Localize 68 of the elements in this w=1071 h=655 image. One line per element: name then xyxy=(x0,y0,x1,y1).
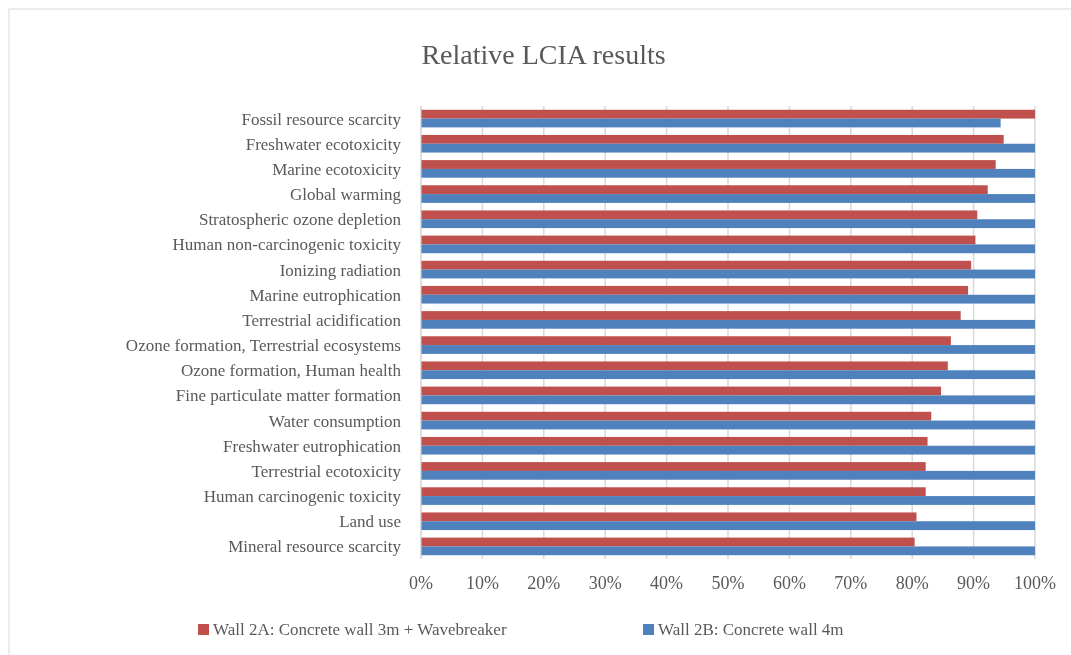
bar xyxy=(421,487,926,497)
y-tick-label: Freshwater eutrophication xyxy=(223,436,402,456)
bar xyxy=(421,361,948,371)
bar xyxy=(421,219,1035,229)
bar xyxy=(421,521,1035,531)
bar xyxy=(421,260,972,270)
y-tick-label: Water consumption xyxy=(268,411,402,431)
bar xyxy=(421,134,1004,144)
y-tick-label: Human carcinogenic toxicity xyxy=(203,487,402,507)
x-tick-label: 70% xyxy=(834,573,868,593)
bar xyxy=(421,345,1035,354)
x-tick-label: 100% xyxy=(1014,573,1056,593)
y-tick-label: Fine particulate matter formation xyxy=(175,386,402,406)
bar xyxy=(421,537,915,547)
bar xyxy=(421,470,1035,480)
y-tick-label: Freshwater ecotoxicity xyxy=(245,134,402,154)
x-tick-label: 90% xyxy=(957,573,991,593)
x-tick-label: 40% xyxy=(650,573,684,593)
bar xyxy=(421,294,1035,304)
y-tick-label: Ozone formation, Human health xyxy=(181,361,402,381)
bar xyxy=(421,185,988,195)
bar xyxy=(421,244,1035,254)
bar xyxy=(421,160,996,169)
x-tick-label: 80% xyxy=(895,573,929,593)
y-tick-label: Terrestrial acidification xyxy=(242,310,402,330)
y-tick-label: Marine eutrophication xyxy=(249,285,402,305)
y-tick-label: Fossil resource scarcity xyxy=(241,109,402,129)
x-tick-label: 10% xyxy=(465,573,499,593)
bar xyxy=(421,546,1035,556)
bar xyxy=(421,395,1035,405)
bar xyxy=(421,319,1035,329)
bar xyxy=(421,143,1035,153)
bar xyxy=(421,109,1035,119)
bar xyxy=(421,168,1035,178)
legend-label: Wall 2A: Concrete wall 3m + Wavebreaker xyxy=(213,620,507,639)
y-tick-label: Mineral resource scarcity xyxy=(228,537,402,557)
bar xyxy=(421,235,976,245)
legend-label: Wall 2B: Concrete wall 4m xyxy=(658,620,844,639)
y-tick-label: Marine ecotoxicity xyxy=(272,159,402,179)
bar xyxy=(421,194,1035,203)
y-tick-label: Ionizing radiation xyxy=(279,260,402,280)
bar xyxy=(421,420,1035,430)
y-tick-label: Ozone formation, Terrestrial ecosystems xyxy=(125,336,401,356)
chart-title: Relative LCIA results xyxy=(421,39,666,70)
x-tick-label: 30% xyxy=(588,573,622,593)
y-tick-label: Land use xyxy=(339,512,401,532)
bar xyxy=(421,285,969,295)
y-tick-label: Global warming xyxy=(290,185,402,205)
bar xyxy=(421,512,917,522)
y-tick-label: Human non-carcinogenic toxicity xyxy=(172,235,402,255)
bar xyxy=(421,269,1035,279)
bar xyxy=(421,336,951,346)
bar xyxy=(421,411,932,421)
bar xyxy=(421,462,926,471)
bar xyxy=(421,118,1001,128)
y-tick-label: Stratospheric ozone depletion xyxy=(198,210,402,230)
bar xyxy=(421,370,1035,380)
bar xyxy=(421,386,942,396)
bar xyxy=(421,210,978,220)
bar xyxy=(421,496,1035,505)
x-tick-label: 0% xyxy=(409,573,433,593)
bar xyxy=(421,436,928,446)
x-tick-label: 20% xyxy=(527,573,561,593)
bar xyxy=(421,311,961,320)
y-tick-label: Terrestrial ecotoxicity xyxy=(251,461,402,481)
x-tick-label: 60% xyxy=(772,573,806,593)
x-tick-label: 50% xyxy=(711,573,745,593)
bar xyxy=(421,445,1035,455)
